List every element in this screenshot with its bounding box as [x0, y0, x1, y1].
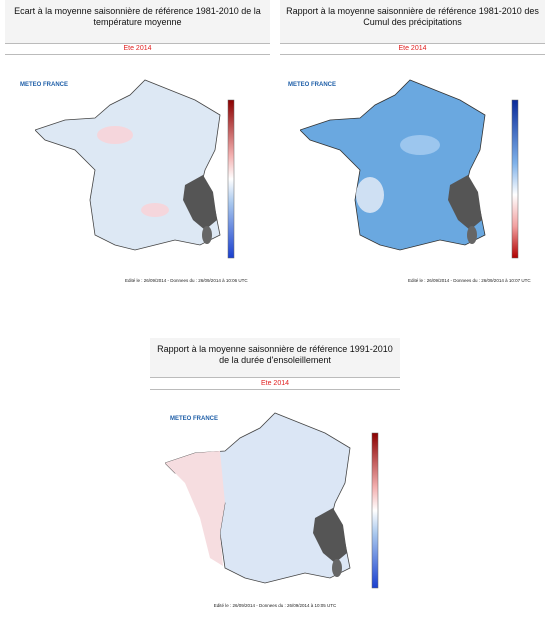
panel: Rapport à la moyenne saisonnière de réfé…: [280, 0, 545, 290]
logo: METEO FRANCE: [20, 82, 68, 88]
footer: Edité le : 26/09/2014 - Donnees du : 26/…: [213, 603, 337, 608]
anomaly-area: [141, 203, 169, 217]
panel: Rapport à la moyenne saisonnière de réfé…: [150, 338, 400, 618]
colorbar: [371, 432, 379, 589]
map: [300, 79, 519, 259]
panel-title: Rapport à la moyenne saisonnière de réfé…: [280, 0, 545, 44]
anomaly-area: [97, 126, 133, 144]
panel-subtitle: Ete 2014: [280, 45, 545, 55]
panel-subtitle: Ete 2014: [5, 45, 270, 55]
colorbar: [227, 99, 235, 259]
panel: Ecart à la moyenne saisonnière de référe…: [5, 0, 270, 290]
panel-subtitle: Ete 2014: [150, 380, 400, 390]
map: [165, 412, 379, 589]
logo: METEO FRANCE: [170, 416, 218, 422]
colorbar: [511, 99, 519, 259]
footer: Edité le : 26/09/2014 - Donnees du : 26/…: [125, 278, 248, 283]
map: [35, 79, 235, 259]
logo: METEO FRANCE: [288, 82, 336, 88]
panel-title: Ecart à la moyenne saisonnière de référe…: [5, 0, 270, 44]
footer: Edité le : 26/09/2014 - Donnees du : 26/…: [408, 278, 531, 283]
panel-title: Rapport à la moyenne saisonnière de réfé…: [150, 338, 400, 378]
